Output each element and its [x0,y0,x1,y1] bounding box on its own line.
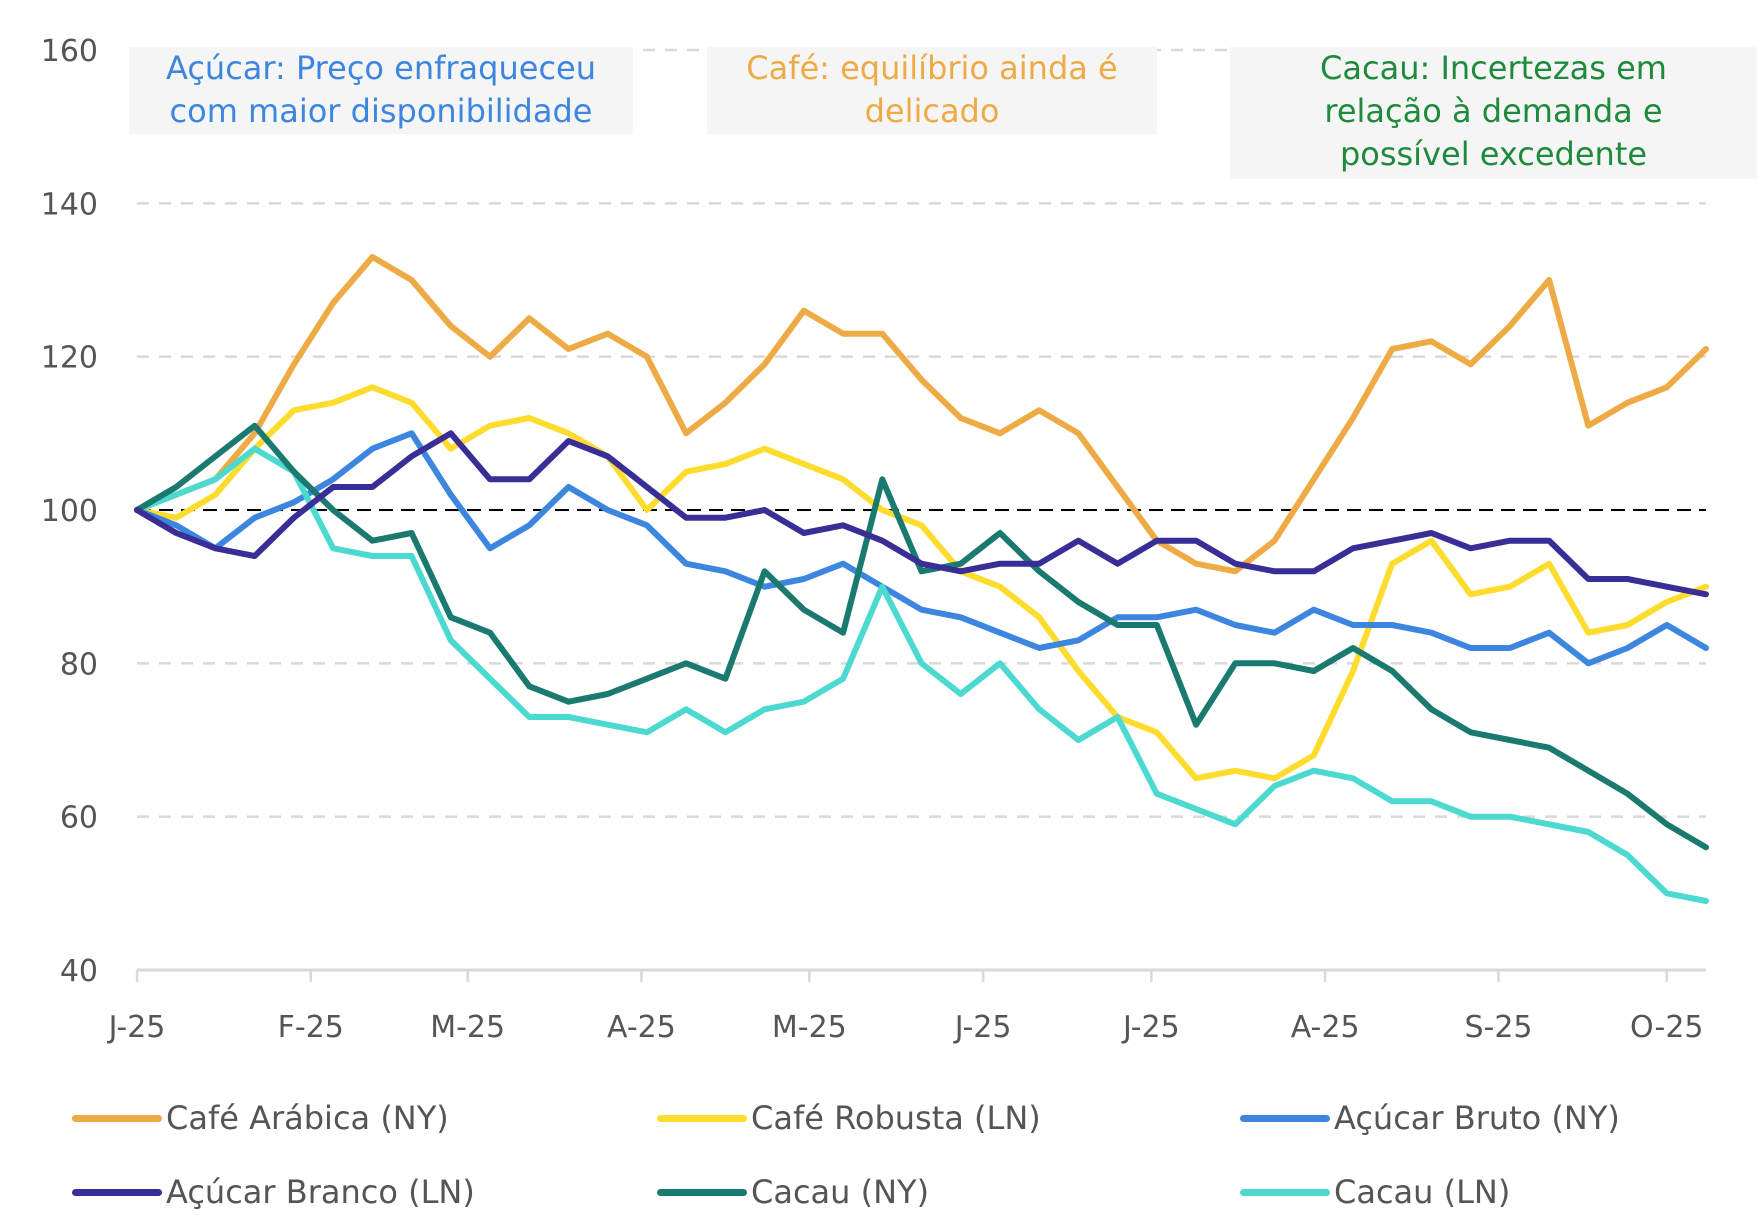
y-tick-label: 40 [60,954,98,989]
annotation-cacau-line1: Cacau: Incertezas em [1320,49,1667,87]
legend-swatch [72,1114,162,1122]
annotation-cacau-line3: possível excedente [1339,135,1648,173]
annotation-cafe-line2: delicado [864,92,1000,130]
series-line-acucar-branco-ln [134,430,1709,598]
y-tick-label: 60 [60,801,98,836]
legend-swatch [1240,1188,1330,1196]
legend-label: Café Arábica (NY) [166,1099,449,1137]
annotation-cacau-line2: relação à demanda e [1324,92,1663,130]
legend-item-cacau-ny[interactable]: Cacau (NY) [657,1172,929,1212]
y-axis-ticks: 40 60 80 100 120 140 160 [41,34,98,989]
x-tick-label: J-25 [953,1010,1012,1045]
legend-swatch [72,1188,162,1196]
x-tick-label: O-25 [1630,1010,1703,1045]
series-line-cacau-ln [134,445,1709,904]
series-lines [134,254,1709,904]
x-tick-label: J-25 [107,1010,166,1045]
annotation-cafe-line1: Café: equilíbrio ainda é [746,49,1118,87]
y-tick-label: 120 [41,341,98,376]
annotation-cacau: Cacau: Incertezas em relação à demanda e… [1230,47,1757,179]
y-tick-label: 160 [41,34,98,69]
legend-item-cacau-ln[interactable]: Cacau (LN) [1240,1172,1510,1212]
x-axis: J-25 F-25 M-25 A-25 M-25 J-25 J-25 A-25 S-25 O-25 [107,968,1706,1045]
legend-swatch [657,1188,747,1196]
x-tick-label: S-25 [1464,1010,1532,1045]
legend-swatch [657,1114,747,1122]
legend-label: Cacau (NY) [751,1173,930,1211]
x-tick-label: F-25 [278,1010,344,1045]
series-line-cafe-robusta-ln [134,384,1709,782]
legend-label: Açúcar Bruto (NY) [1334,1099,1620,1137]
series-line-cafe-arabica-ny [134,254,1709,575]
y-tick-label: 80 [60,647,98,682]
annotation-acucar-line2: com maior disponibilidade [169,92,593,130]
annotation-acucar-line1: Açúcar: Preço enfraqueceu [165,49,596,87]
x-tick-label: A-25 [607,1010,676,1045]
y-tick-label: 140 [41,187,98,222]
x-tick-label: M-25 [772,1010,847,1045]
x-tick-label: A-25 [1291,1010,1360,1045]
y-tick-label: 100 [41,494,98,529]
legend-item-cafe-robusta[interactable]: Café Robusta (LN) [657,1098,1041,1138]
legend-swatch [1240,1114,1330,1122]
annotation-acucar: Açúcar: Preço enfraqueceu com maior disp… [129,47,633,134]
legend-label: Café Robusta (LN) [751,1099,1041,1137]
legend-item-acucar-bruto[interactable]: Açúcar Bruto (NY) [1240,1098,1620,1138]
series-line-cacau-ny [134,422,1709,851]
legend-label: Açúcar Branco (LN) [166,1173,475,1211]
x-tick-label: J-25 [1121,1010,1180,1045]
legend-item-cafe-arabica[interactable]: Café Arábica (NY) [72,1098,449,1138]
series-line-acucar-bruto-ny [134,430,1709,667]
legend-label: Cacau (LN) [1334,1173,1511,1211]
annotation-cafe: Café: equilíbrio ainda é delicado [707,47,1157,134]
x-tick-label: M-25 [430,1010,505,1045]
legend-item-acucar-branco[interactable]: Açúcar Branco (LN) [72,1172,475,1212]
legend: Café Arábica (NY) Café Robusta (LN) Açúc… [0,1090,1757,1220]
